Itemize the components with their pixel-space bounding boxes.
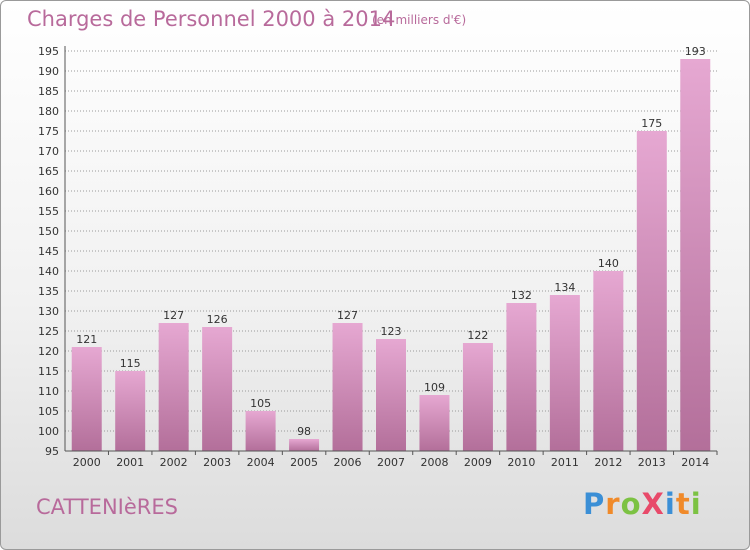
bar-2014	[680, 59, 711, 451]
y-tick-label: 110	[38, 385, 59, 398]
x-tick-label: 2000	[73, 456, 101, 469]
data-label-2002: 127	[163, 309, 184, 322]
y-tick-label: 195	[38, 45, 59, 58]
x-axis-ticks: 2000 2001 2002 2003 2004 2005 2006 2007 2008 2009…	[73, 451, 718, 469]
x-tick-label: 2005	[290, 456, 318, 469]
y-tick-label: 105	[38, 405, 59, 418]
chart-title: Charges de Personnel 2000 à 2014	[27, 7, 396, 31]
x-tick-label: 2010	[507, 456, 535, 469]
town-name: CATTENIèRES	[36, 495, 178, 519]
data-label-2014: 193	[685, 45, 706, 58]
y-tick-label: 190	[38, 65, 59, 78]
y-tick-label: 165	[38, 165, 59, 178]
logo-letter: X	[641, 487, 665, 521]
y-tick-label: 180	[38, 105, 59, 118]
bar-2005	[289, 439, 320, 451]
data-label-2007: 123	[381, 325, 402, 338]
y-tick-label: 175	[38, 125, 59, 138]
bar-2007	[376, 339, 406, 451]
y-tick-label: 115	[38, 365, 59, 378]
data-label-2013: 175	[641, 117, 662, 130]
data-label-2005: 98	[297, 425, 311, 438]
bar-2000	[71, 347, 102, 451]
x-tick-label: 2013	[638, 456, 666, 469]
bar-2004	[245, 411, 276, 451]
bar-2013	[636, 131, 667, 451]
y-tick-label: 130	[38, 305, 59, 318]
logo-letter: i	[690, 487, 702, 521]
x-tick-label: 2009	[464, 456, 492, 469]
bar-2006	[332, 323, 363, 451]
x-tick-label: 2007	[377, 456, 405, 469]
y-tick-label: 150	[38, 225, 59, 238]
y-tick-label: 160	[38, 185, 59, 198]
bar-2008	[419, 395, 450, 451]
y-tick-label: 120	[38, 345, 59, 358]
bar-2011	[549, 295, 580, 451]
data-label-2004: 105	[250, 397, 271, 410]
logo-letter: t	[675, 487, 691, 521]
bars	[71, 59, 711, 451]
axes	[64, 46, 717, 452]
x-tick-label: 2006	[334, 456, 362, 469]
data-label-2010: 132	[511, 289, 532, 302]
data-label-2011: 134	[554, 281, 575, 294]
y-tick-label: 140	[38, 265, 59, 278]
y-tick-label: 125	[38, 325, 59, 338]
logo-letter: i	[664, 487, 676, 521]
x-tick-label: 2002	[160, 456, 188, 469]
data-label-2000: 121	[76, 333, 97, 346]
data-label-2008: 109	[424, 381, 445, 394]
logo-letter: o	[620, 487, 642, 521]
bar-2010	[506, 303, 537, 451]
y-tick-label: 185	[38, 85, 59, 98]
data-labels: 121 115 127 126 105 98 127 123 109 122 132 134 140 17…	[76, 45, 706, 438]
y-tick-label: 100	[38, 425, 59, 438]
bar-2009	[462, 343, 493, 451]
chart-subtitle: (en milliers d'€)	[372, 13, 467, 27]
x-tick-label: 2012	[594, 456, 622, 469]
logo-letter: P	[583, 487, 606, 521]
proxiti-logo: ProXiti	[583, 487, 702, 521]
y-tick-label: 135	[38, 285, 59, 298]
y-tick-label: 170	[38, 145, 59, 158]
x-tick-label: 2001	[116, 456, 144, 469]
data-label-2009: 122	[467, 329, 488, 342]
x-tick-label: 2004	[247, 456, 275, 469]
bar-2002	[158, 323, 189, 451]
data-label-2003: 126	[207, 313, 228, 326]
bar-2012	[593, 271, 624, 451]
y-tick-label: 145	[38, 245, 59, 258]
bar-2003	[202, 327, 233, 451]
data-label-2001: 115	[120, 357, 141, 370]
data-label-2006: 127	[337, 309, 358, 322]
data-label-2012: 140	[598, 257, 619, 270]
logo-letter: r	[605, 487, 621, 521]
x-tick-label: 2003	[203, 456, 231, 469]
x-tick-label: 2014	[681, 456, 709, 469]
y-axis-ticks: 95 100 105 110 115 120 125 130 135 140 145 150 155 16…	[38, 45, 59, 458]
bar-2001	[115, 371, 146, 451]
y-tick-label: 155	[38, 205, 59, 218]
x-tick-label: 2011	[551, 456, 579, 469]
y-tick-label: 95	[45, 445, 59, 458]
x-tick-label: 2008	[420, 456, 448, 469]
